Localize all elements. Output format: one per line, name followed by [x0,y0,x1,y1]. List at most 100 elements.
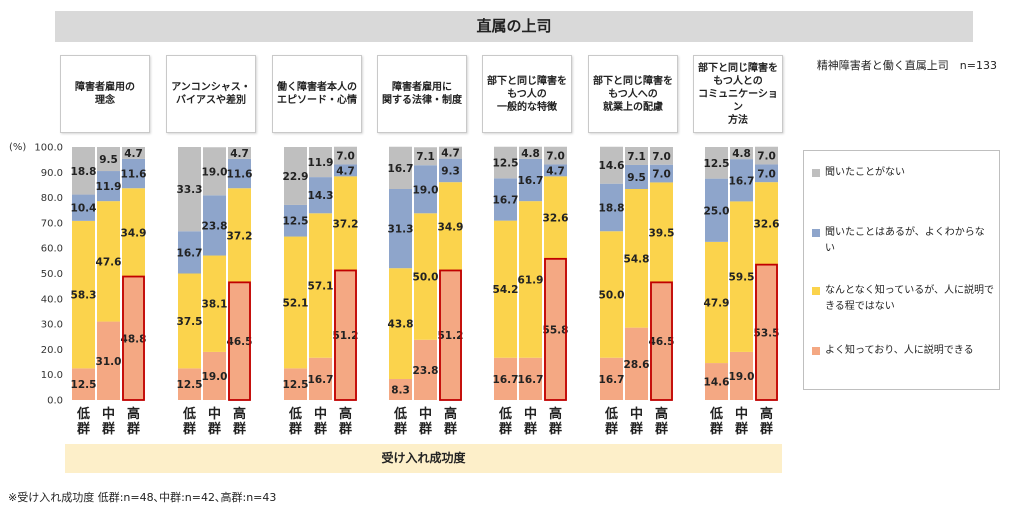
bar-segment-well [600,357,623,400]
group-label-char: 高 [339,406,352,422]
data-label-well: 12.5 [283,379,309,391]
bar-segment-heard [519,158,542,202]
legend-item-well: よく知っており、人に説明できる [812,343,994,359]
bar-segment-somewhat [625,188,648,328]
bar-segment-never [97,147,120,172]
group-label-char: 群 [605,421,618,437]
bar-segment-never [228,147,251,159]
bar-segment-heard [72,194,95,221]
data-label-somewhat: 54.8 [624,253,650,265]
group-label-char: 群 [102,421,115,437]
bar-segment-heard [650,164,673,183]
group-label-char: 低 [76,406,90,422]
data-label-well: 14.6 [704,377,730,389]
category-header: 障害者雇用に 関する法律・制度 [377,55,467,133]
legend-label-well: よく知っており、人に説明できる [825,345,974,356]
data-label-never: 19.0 [202,166,228,178]
data-label-somewhat: 38.1 [202,299,228,311]
data-label-heard: 7.0 [652,169,671,181]
bar-segment-somewhat [284,236,307,369]
data-label-well: 53.5 [754,327,780,339]
data-label-somewhat: 54.2 [493,284,519,296]
data-label-somewhat: 43.8 [388,319,414,331]
bar-segment-well [730,351,753,400]
y-tick-label: 30.0 [41,320,63,331]
data-label-never: 7.0 [757,151,776,163]
group-label-char: 群 [77,421,90,437]
bar-segment-somewhat [97,201,120,322]
bar-segment-heard [178,231,201,274]
data-label-never: 12.5 [493,158,519,170]
legend-label-never: 聞いたことがない [825,167,905,178]
data-label-well: 55.8 [543,324,569,336]
data-label-somewhat: 37.2 [333,218,359,230]
bar-segment-somewhat [650,182,673,283]
bar-segment-heard [625,164,648,189]
data-label-well: 48.8 [121,333,147,345]
data-label-well: 12.5 [177,379,203,391]
bar-segment-never [625,147,648,165]
bar-segment-somewhat [203,255,226,352]
data-label-well: 8.3 [391,385,410,397]
data-label-somewhat: 39.5 [649,227,675,239]
data-label-heard: 16.7 [518,175,544,187]
bar-segment-never [600,146,623,184]
group-label-char: 高 [760,406,773,422]
bar-segment-heard [544,164,567,177]
data-label-well: 16.7 [599,374,625,386]
y-tick-label: 60.0 [41,244,63,255]
legend-item-heard: 聞いたことはあるが、よくわからない [812,225,994,257]
data-label-heard: 10.4 [71,203,97,215]
group-label-char: 群 [630,421,643,437]
data-label-somewhat: 59.5 [729,272,755,284]
bar-segment-somewhat [389,268,412,380]
data-label-well: 19.0 [729,371,755,383]
data-label-somewhat: 47.6 [96,256,122,268]
footnote: ※受け入れ成功度 低群:n=48､中群:n=42､高群:n=43 [8,491,277,504]
bar-segment-well [650,282,673,400]
data-label-somewhat: 57.1 [308,281,334,293]
bar-segment-well [122,276,145,400]
group-label-char: 低 [288,406,302,422]
bar-segment-well [755,264,778,400]
legend-item-somewhat: なんとなく知っているが、人に説明できる程ではない [812,283,994,315]
data-label-somewhat: 58.3 [71,290,97,302]
group-label-char: 高 [549,406,562,422]
bar-segment-never [544,146,567,165]
bar-segment-somewhat [178,273,201,369]
legend: 聞いたことがない 聞いたことはあるが、よくわからない なんとなく知っているが、人… [803,150,1000,390]
bar-segment-somewhat [414,213,437,340]
bar-segment-never [705,147,728,179]
data-label-never: 7.0 [652,151,671,163]
data-label-never: 4.7 [124,148,143,160]
data-label-somewhat: 37.5 [177,316,203,328]
data-label-never: 4.7 [230,148,249,160]
legend-swatch-somewhat [812,287,820,295]
category-header: 働く障害者本人の エピソード・心情 [272,55,362,133]
bar-segment-heard [600,183,623,232]
data-label-never: 33.3 [177,184,203,196]
data-label-heard: 23.8 [202,220,228,232]
legend-label-somewhat: なんとなく知っているが、人に説明できる程ではない [825,285,994,312]
data-label-never: 18.8 [71,166,97,178]
data-label-never: 16.7 [388,163,414,175]
group-label-char: 群 [183,421,196,437]
bar-segment-never [730,147,753,160]
bar-segment-heard [705,178,728,242]
category-header: 部下と同じ障害を もつ人との コミュニケーション 方法 [693,55,783,133]
category-header: 部下と同じ障害を もつ人の 一般的な特徴 [482,55,572,133]
highlight-border [122,275,145,401]
group-label-char: 群 [314,421,327,437]
data-label-heard: 14.3 [308,190,334,202]
y-tick-label: 90.0 [41,168,63,179]
bar-segment-heard [389,188,412,269]
bar-segment-heard [228,158,251,189]
data-label-somewhat: 50.0 [413,272,439,284]
data-label-somewhat: 34.9 [121,227,147,239]
group-label-char: 高 [444,406,457,422]
group-label-char: 群 [233,421,246,437]
bar-segment-never [494,146,517,179]
bar-segment-never [122,147,145,159]
bar-segment-never [284,147,307,205]
